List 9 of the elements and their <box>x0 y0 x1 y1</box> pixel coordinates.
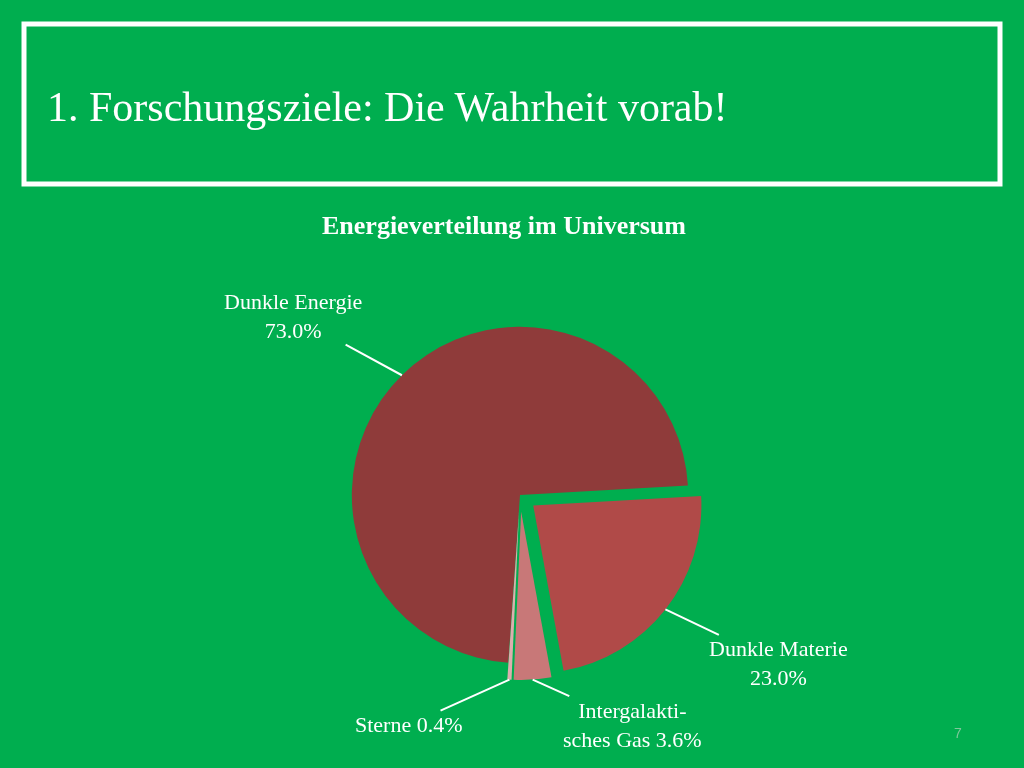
chart-subtitle: Energieverteilung im Universum <box>322 211 687 240</box>
text: 7 <box>954 725 962 741</box>
slice-label: Intergalakti- sches Gas 3.6% <box>563 698 702 752</box>
data-label: 23.0% <box>749 664 807 690</box>
slice-label: Dunkle Materie <box>709 636 848 661</box>
data-label: 73.0% <box>264 317 322 343</box>
chart-title: 1. Forschungsziele: Die Wahrheit vorab! <box>47 84 728 130</box>
slice-label: Dunkle Energie <box>224 289 363 314</box>
slice-label: Sterne 0.4% <box>355 712 463 737</box>
